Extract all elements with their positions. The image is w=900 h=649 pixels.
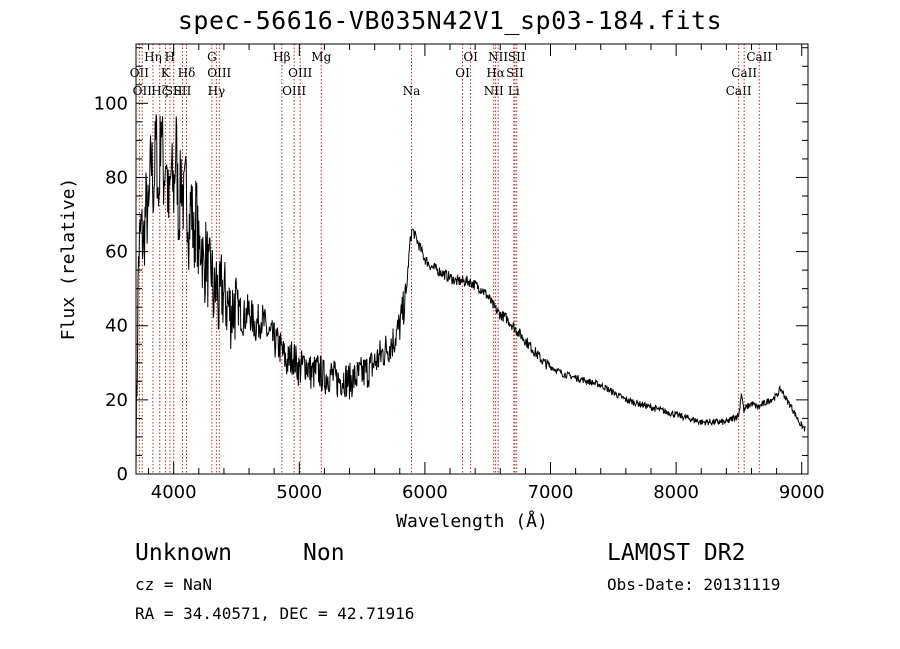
line-marker-label: Hδ xyxy=(178,66,196,80)
line-marker-label: H xyxy=(165,50,175,64)
line-marker-label: OIII xyxy=(282,84,306,98)
redshift-value: cz = NaN xyxy=(135,575,213,594)
object-subclass: Non xyxy=(303,540,345,566)
coordinates: RA = 34.40571, DEC = 42.71916 xyxy=(135,604,415,623)
line-marker-label: G xyxy=(207,50,217,64)
x-axis-label: Wavelength (Å) xyxy=(396,510,548,532)
line-marker-label: Hγ xyxy=(208,84,226,98)
object-class: Unknown xyxy=(135,540,232,566)
x-tick-label: 4000 xyxy=(151,482,197,503)
x-tick-label: 6000 xyxy=(402,482,448,503)
line-marker-label: NII xyxy=(488,50,508,64)
spectrum-trace xyxy=(135,114,806,473)
x-tick-label: 9000 xyxy=(779,482,825,503)
line-marker-label: Mg xyxy=(311,50,331,64)
line-marker-label: CaII xyxy=(726,84,752,98)
line-marker-label: Na xyxy=(403,84,421,98)
survey-label: LAMOST DR2 xyxy=(607,540,746,566)
y-tick-label: 0 xyxy=(117,464,128,485)
line-marker-label: Li xyxy=(508,84,520,98)
x-tick-label: 5000 xyxy=(276,482,322,503)
x-tick-label: 7000 xyxy=(528,482,574,503)
observation-date: Obs-Date: 20131119 xyxy=(607,575,781,594)
line-marker-label: Hβ xyxy=(273,50,290,64)
line-marker-label: OII xyxy=(130,66,150,80)
line-marker-label: NII xyxy=(484,84,504,98)
y-tick-label: 20 xyxy=(105,390,128,411)
line-marker-label: OI xyxy=(455,66,470,80)
line-marker-label: OIII xyxy=(288,66,312,80)
line-marker-label: SII xyxy=(508,50,526,64)
line-marker-label: Hη xyxy=(144,50,162,64)
line-marker-label: CaII xyxy=(731,66,757,80)
y-axis-label: Flux (relative) xyxy=(58,178,79,341)
y-tick-label: 80 xyxy=(105,167,128,188)
line-marker-label: Hα xyxy=(486,66,505,80)
chart-title: spec-56616-VB035N42V1_sp03-184.fits xyxy=(177,6,723,35)
line-marker-label: OII xyxy=(133,84,153,98)
line-marker-label: Hζ xyxy=(151,84,168,98)
plot-frame xyxy=(135,43,809,475)
line-marker-label: SII xyxy=(506,66,524,80)
line-marker-label: OI xyxy=(463,50,478,64)
y-tick-label: 100 xyxy=(94,93,128,114)
line-marker-label: K xyxy=(161,66,171,80)
y-tick-label: 60 xyxy=(105,242,128,263)
line-marker-label: SII xyxy=(165,84,183,98)
y-tick-label: 40 xyxy=(105,316,128,337)
x-tick-label: 8000 xyxy=(653,482,699,503)
line-marker-label: OIII xyxy=(207,66,231,80)
line-marker-label: CaII xyxy=(746,50,772,64)
line-marker-label: SII xyxy=(174,84,192,98)
